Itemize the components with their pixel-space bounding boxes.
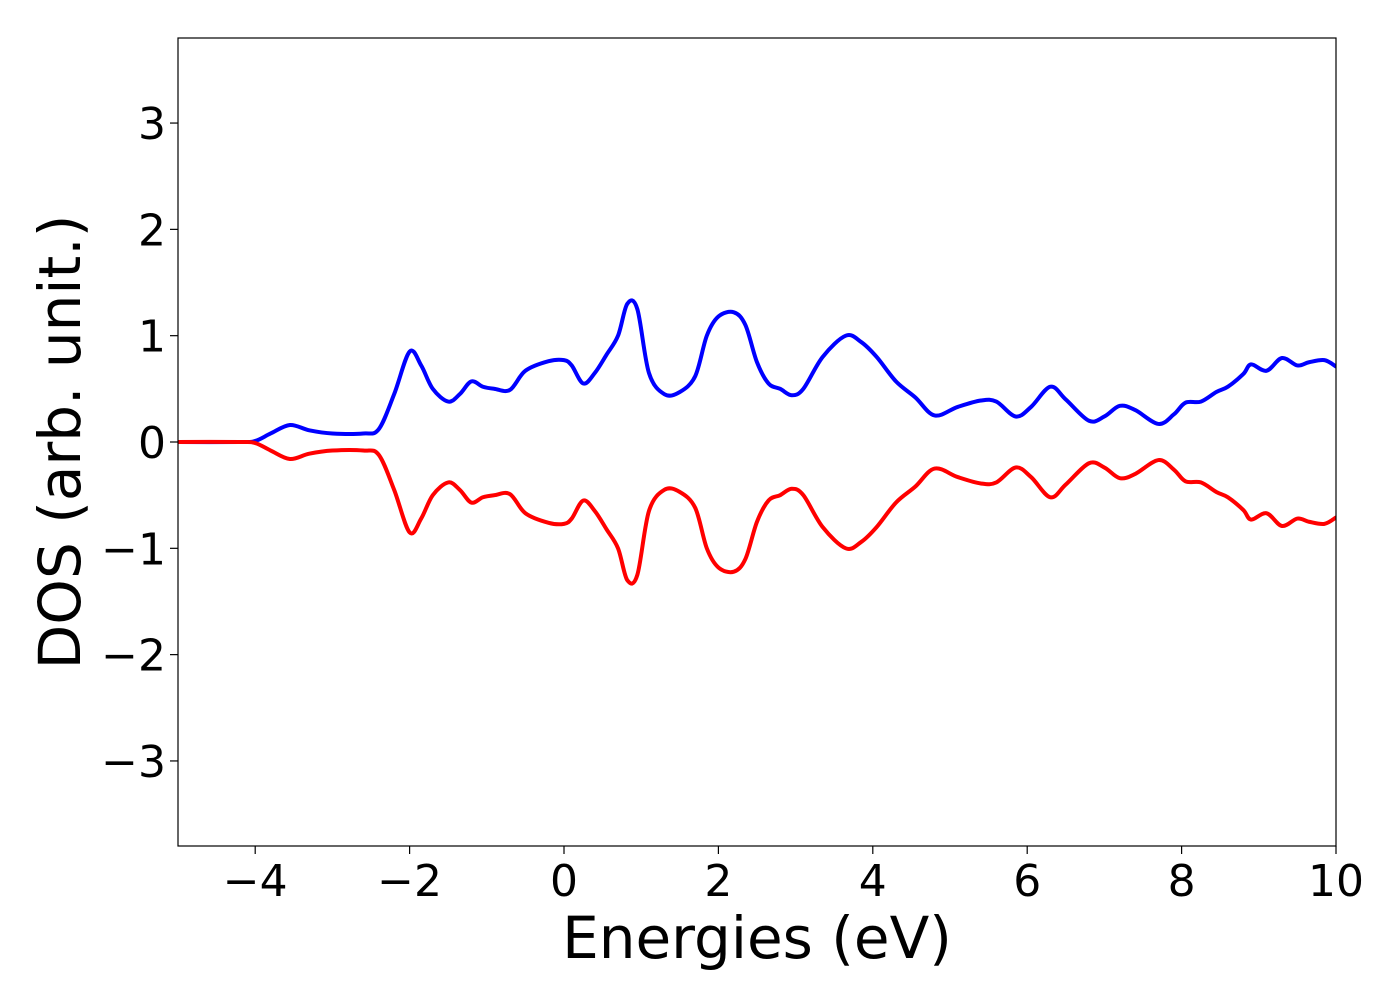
y-tick-label: −1 [101, 524, 166, 575]
x-tick-label: −4 [223, 856, 288, 907]
y-tick-label: −2 [101, 631, 166, 682]
y-tick-label: −3 [101, 737, 166, 788]
x-tick-label: 0 [550, 856, 578, 907]
x-tick-label: 2 [704, 856, 732, 907]
x-tick-label: 4 [859, 856, 887, 907]
x-tick-label: −2 [377, 856, 442, 907]
x-tick-label: 6 [1013, 856, 1041, 907]
y-tick-label: 3 [138, 99, 166, 150]
x-tick-label: 10 [1308, 856, 1364, 907]
y-axis-label: DOS (arb. unit.) [26, 215, 94, 670]
y-tick-label: 0 [138, 418, 166, 469]
series-line-spin-up [178, 298, 1336, 445]
series-line-spin-down [178, 439, 1336, 586]
x-axis-ticks: −4 −2 0 2 4 6 8 10 [223, 846, 1364, 907]
y-tick-label: 2 [138, 205, 166, 256]
series-layer [178, 298, 1336, 586]
x-axis-label: Energies (eV) [562, 904, 952, 972]
plot-area-background [178, 38, 1336, 846]
y-tick-label: 1 [138, 312, 166, 363]
x-tick-label: 8 [1168, 856, 1196, 907]
y-axis-ticks: −3 −2 −1 0 1 2 3 [101, 99, 178, 788]
